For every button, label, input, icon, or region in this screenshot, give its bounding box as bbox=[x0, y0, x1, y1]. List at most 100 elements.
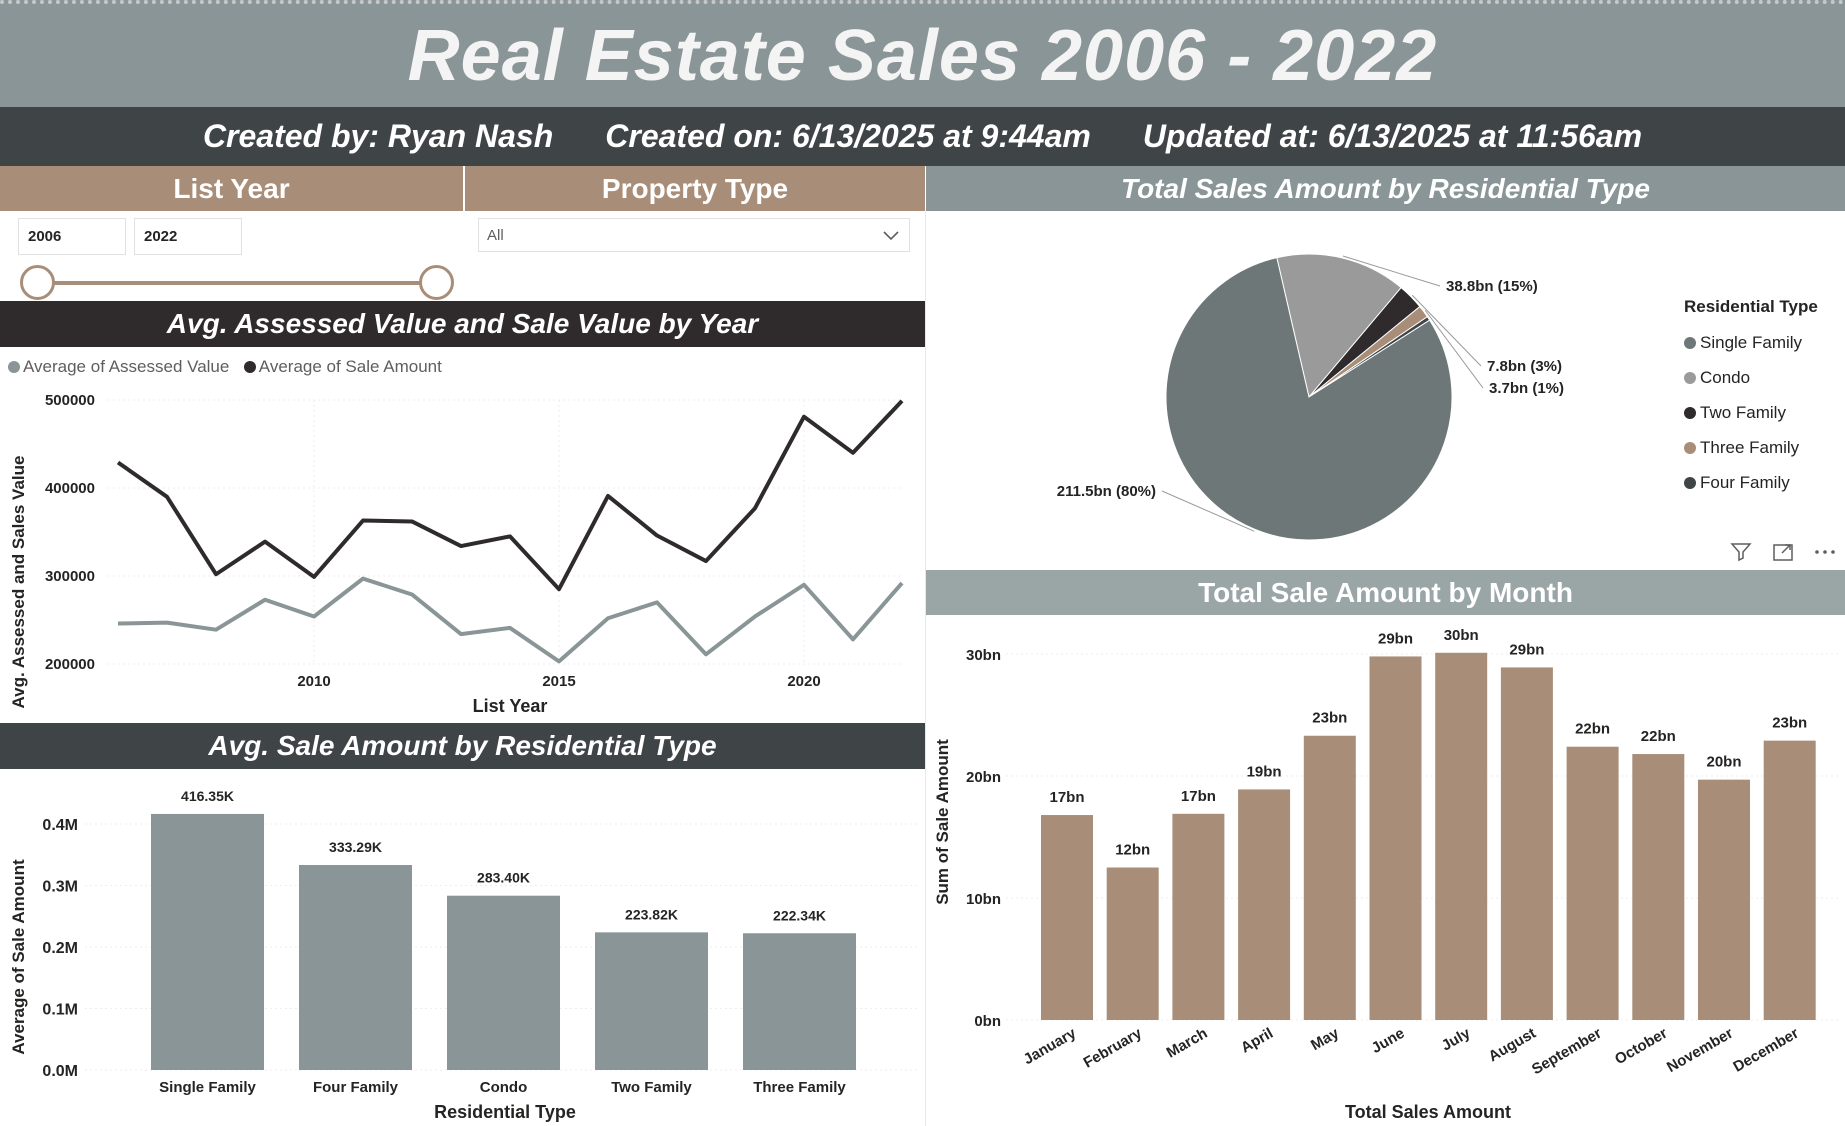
assessed-value-line bbox=[117, 576, 904, 664]
bar-data-label: 30bn bbox=[1444, 627, 1479, 644]
x-tick-label: Condo bbox=[480, 1079, 527, 1096]
bar-data-label: 416.35K bbox=[181, 788, 234, 804]
pie-data-label: 3.7bn (1%) bbox=[1489, 380, 1564, 397]
y-tick-label: 0.1M bbox=[42, 1002, 78, 1019]
x-tick-label: Four Family bbox=[313, 1079, 399, 1096]
pie-chart-title: Total Sales Amount by Residential Type bbox=[926, 166, 1845, 211]
pie-data-label: 7.8bn (3%) bbox=[1487, 358, 1562, 375]
y-tick-label: 0.2M bbox=[42, 940, 78, 957]
month-chart[interactable]: 30bn 20bn 10bn 0bn 17bn January 12bn February 17… bbox=[926, 616, 1845, 1126]
pie-legend-label: Condo bbox=[1700, 367, 1751, 387]
x-tick-label: January bbox=[1021, 1024, 1080, 1068]
pie-legend-item[interactable]: Single Family bbox=[1684, 325, 1818, 360]
year-slider-start-handle[interactable] bbox=[20, 265, 55, 300]
created-on: Created on: 6/13/2025 at 9:44am bbox=[605, 118, 1091, 154]
month-bar bbox=[1238, 789, 1291, 1020]
panel-divider bbox=[925, 211, 926, 1126]
x-tick-label: Single Family bbox=[159, 1079, 256, 1096]
bar-data-label: 12bn bbox=[1115, 842, 1150, 859]
pie-legend-label: Three Family bbox=[1700, 437, 1800, 457]
type-bar bbox=[595, 932, 708, 1070]
x-axis-title: Residential Type bbox=[434, 1102, 576, 1122]
pie-legend: Residential Type Single Family Condo Two F… bbox=[1684, 297, 1818, 500]
bar-data-label: 23bn bbox=[1772, 715, 1807, 732]
pie-leader-line bbox=[1342, 255, 1441, 287]
month-bar bbox=[1763, 740, 1816, 1020]
legend-dot bbox=[1684, 406, 1696, 419]
bar-data-label: 29bn bbox=[1378, 630, 1413, 647]
month-bar bbox=[1632, 754, 1685, 1020]
sale-amount-line bbox=[116, 399, 904, 592]
legend-dot bbox=[1684, 371, 1696, 384]
pie-slice-condo bbox=[1276, 253, 1402, 399]
year-slider-track[interactable] bbox=[38, 281, 436, 285]
x-tick-label: April bbox=[1238, 1025, 1276, 1057]
bar-data-label: 29bn bbox=[1509, 641, 1544, 658]
x-axis-title: Total Sales Amount bbox=[1345, 1102, 1511, 1122]
x-tick-label: August bbox=[1486, 1025, 1539, 1066]
x-tick-label: July bbox=[1439, 1024, 1474, 1054]
pie-slice-single-family bbox=[1165, 257, 1453, 541]
focus-mode-icon[interactable] bbox=[1771, 540, 1795, 564]
line-chart-title: Avg. Assessed Value and Sale Value by Ye… bbox=[0, 301, 925, 347]
x-tick-label: Two Family bbox=[611, 1079, 692, 1096]
x-tick-label: March bbox=[1164, 1025, 1211, 1062]
month-bar bbox=[1566, 746, 1619, 1020]
bar-data-label: 17bn bbox=[1181, 788, 1216, 805]
bar-data-label: 283.40K bbox=[477, 870, 530, 886]
y-tick-label: 30bn bbox=[966, 647, 1001, 664]
y-tick-label: 300000 bbox=[45, 568, 95, 585]
month-bar bbox=[1435, 652, 1488, 1020]
pie-legend-item[interactable]: Condo bbox=[1684, 360, 1818, 395]
x-tick-label: Three Family bbox=[753, 1079, 846, 1096]
pie-leader-line bbox=[1411, 294, 1482, 367]
chevron-down-icon bbox=[883, 231, 899, 241]
x-tick-label: 2010 bbox=[297, 673, 330, 690]
year-start-input[interactable]: 2006 bbox=[18, 218, 126, 255]
y-tick-label: 400000 bbox=[45, 480, 95, 497]
legend-dot-assessed bbox=[8, 361, 20, 373]
legend-sale[interactable]: Average of Sale Amount bbox=[243, 357, 442, 377]
year-slider-end-handle[interactable] bbox=[419, 265, 454, 300]
more-options-icon[interactable] bbox=[1813, 540, 1837, 564]
type-bar bbox=[299, 865, 412, 1070]
x-tick-label: December bbox=[1730, 1025, 1801, 1076]
y-tick-label: 0.3M bbox=[42, 879, 78, 896]
x-tick-label: February bbox=[1081, 1024, 1146, 1071]
updated-at: Updated at: 6/13/2025 at 11:56am bbox=[1142, 118, 1643, 154]
pie-data-label: 211.5bn (80%) bbox=[1057, 483, 1156, 500]
bar-data-label: 22bn bbox=[1575, 721, 1610, 738]
y-tick-label: 0.4M bbox=[42, 817, 78, 834]
y-tick-label: 0.0M bbox=[42, 1063, 78, 1080]
bar-data-label: 20bn bbox=[1706, 754, 1741, 771]
legend-dot-sale bbox=[243, 361, 256, 373]
type-bar bbox=[151, 813, 264, 1070]
type-bar bbox=[447, 895, 560, 1070]
created-by: Created by: Ryan Nash bbox=[202, 118, 554, 154]
pie-legend-item[interactable]: Two Family bbox=[1684, 395, 1818, 430]
month-bar bbox=[1041, 815, 1093, 1020]
bar-data-label: 19bn bbox=[1247, 763, 1282, 780]
pie-leader-line bbox=[1161, 490, 1255, 532]
year-end-input[interactable]: 2022 bbox=[134, 218, 242, 255]
bar-data-label: 223.82K bbox=[625, 906, 678, 922]
type-bar-chart[interactable]: 0.4M 0.3M 0.2M 0.1M 0.0M 416.35K Single Family… bbox=[0, 772, 925, 1126]
line-chart[interactable]: 500000 400000 300000 200000 2010 2015 2020 List… bbox=[0, 385, 925, 720]
x-tick-label: June bbox=[1369, 1025, 1408, 1057]
pie-legend-label: Two Family bbox=[1700, 402, 1786, 422]
pie-legend-label: Single Family bbox=[1700, 332, 1803, 352]
pie-legend-label: Four Family bbox=[1700, 472, 1790, 492]
y-axis-title: Avg. Assessed and Sales Value bbox=[9, 456, 28, 709]
legend-assessed[interactable]: Average of Assessed Value bbox=[8, 357, 229, 377]
month-bar bbox=[1369, 656, 1422, 1020]
pie-legend-title: Residential Type bbox=[1684, 297, 1818, 316]
property-type-dropdown[interactable]: All bbox=[478, 218, 910, 252]
list-year-header: List Year bbox=[0, 166, 463, 211]
filter-icon[interactable] bbox=[1729, 540, 1753, 564]
y-tick-label: 0bn bbox=[974, 1013, 1001, 1030]
pie-legend-item[interactable]: Four Family bbox=[1684, 465, 1818, 500]
pie-legend-item[interactable]: Three Family bbox=[1684, 430, 1818, 465]
pie-chart[interactable]: 211.5bn (80%) 38.8bn (15%) 7.8bn (3%) 3.7bn… bbox=[926, 212, 1666, 552]
month-bar bbox=[1500, 667, 1553, 1020]
bar-data-label: 222.34K bbox=[773, 907, 826, 923]
